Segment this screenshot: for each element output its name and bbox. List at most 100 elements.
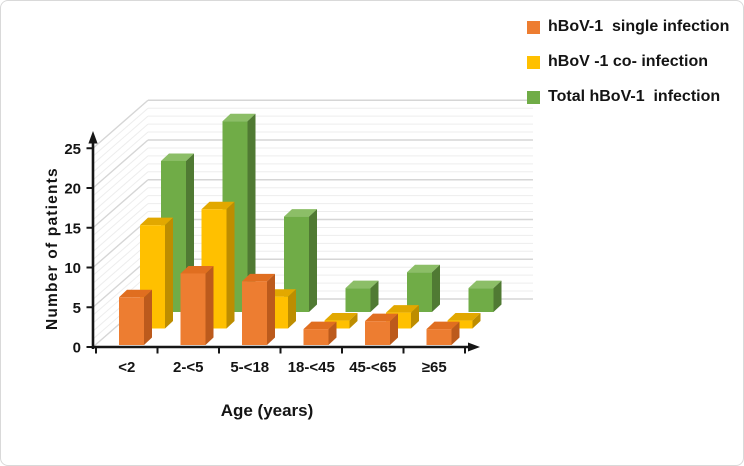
y-axis-title: Number of patients <box>44 167 61 331</box>
bar-hBoV-1-single-infection-45-<65 <box>365 313 398 345</box>
bar-face <box>324 320 350 329</box>
bar-face <box>247 113 256 312</box>
bar-face <box>426 321 460 330</box>
x-tick-label: 2-<5 <box>173 359 203 376</box>
legend-item-3: Total hBoV-1 infection <box>527 87 729 107</box>
bar-hBoV-1-single-infection-<2 <box>119 289 152 345</box>
legend-label: Total hBoV-1 infection <box>548 88 721 105</box>
legend-label: hBoV -1 co- infection <box>548 53 708 70</box>
legend-label: hBoV-1 single infection <box>548 18 730 35</box>
bar-face <box>365 313 398 322</box>
sidewall-gridline <box>92 227 149 276</box>
sidewall-gridline <box>92 139 149 189</box>
sidewall-gridline <box>92 187 149 237</box>
y-axis-arrow <box>88 131 98 144</box>
bar-face <box>242 281 267 345</box>
sidewall-gridline <box>92 266 149 316</box>
bar-face <box>267 273 275 345</box>
bar-hBoV--1-co--infection-18-<45 <box>324 313 358 329</box>
bar-face <box>180 265 214 274</box>
sidewall-gridline <box>92 171 149 221</box>
bar-face <box>426 329 452 345</box>
y-tick-label: 15 <box>64 220 81 237</box>
bar-hBoV-1-single-infection-5-<18 <box>242 273 275 345</box>
legend-swatch <box>527 55 540 69</box>
bar-face <box>472 313 481 329</box>
sidewall-gridline <box>92 123 149 173</box>
bar-face <box>468 280 502 289</box>
legend-item-2: hBoV -1 co- infection <box>527 52 729 72</box>
sidewall-gridline <box>92 179 149 229</box>
bar-Total-hBoV-1-infection-45-<65 <box>407 264 440 312</box>
sidewall-gridline <box>92 235 149 284</box>
bar-face <box>390 313 398 345</box>
x-axis-arrow <box>468 342 480 352</box>
bar-face <box>165 217 173 329</box>
bar-hBoV--1-co--infection-≥65 <box>447 313 481 329</box>
bar-face <box>451 321 460 345</box>
sidewall-gridline <box>92 163 149 213</box>
x-tick-label: 18-<45 <box>288 359 335 376</box>
x-tick-label: <2 <box>118 359 135 376</box>
x-tick-label: 45-<65 <box>349 359 396 376</box>
sidewall-gridline <box>92 155 149 205</box>
sidewall-gridline <box>92 147 149 197</box>
bar-face <box>432 264 440 312</box>
bar-face <box>288 289 296 329</box>
legend-item-1: hBoV-1 single infection <box>527 17 729 37</box>
bar-face <box>468 288 494 312</box>
sidewall-gridline <box>92 115 149 165</box>
x-tick-label: 5-<18 <box>230 359 269 376</box>
bar-face <box>324 313 358 321</box>
bar-face <box>370 280 379 312</box>
y-tick-label: 5 <box>73 300 81 317</box>
bar-hBoV--1-co--infection-<2 <box>140 217 173 329</box>
bar-face <box>447 320 473 329</box>
bar-face <box>345 288 371 312</box>
bar-face <box>447 313 481 321</box>
legend-swatch <box>527 20 540 34</box>
bar-hBoV-1-single-infection-2-<5 <box>180 265 214 345</box>
bar-face <box>349 313 358 329</box>
y-tick-label: 10 <box>64 260 81 277</box>
bar-face <box>309 209 317 312</box>
bar-face <box>407 264 440 273</box>
bar-face <box>328 321 337 345</box>
bar-face <box>222 113 256 122</box>
bar-face <box>493 280 502 312</box>
bar-face <box>205 265 214 345</box>
sidewall-gridline <box>92 203 149 252</box>
y-tick-label: 25 <box>64 141 81 158</box>
bar-face <box>284 209 317 217</box>
x-axis-title: Age (years) <box>220 401 314 420</box>
bar-face <box>226 201 235 329</box>
bar-hBoV-1-single-infection-≥65 <box>426 321 460 345</box>
bar-face <box>180 273 206 345</box>
bar-face <box>303 321 337 330</box>
sidewall-gridline <box>92 258 149 308</box>
bar-face <box>161 153 194 161</box>
bar-face <box>365 321 390 345</box>
y-tick-label: 0 <box>73 340 81 357</box>
bar-face <box>345 280 379 289</box>
bar-face <box>201 201 235 210</box>
bar-hBoV-1-single-infection-18-<45 <box>303 321 337 345</box>
legend-swatch <box>527 90 540 104</box>
sidewall-gridline <box>92 211 149 260</box>
sidewall-gridline <box>92 242 149 292</box>
bar-face <box>242 273 275 282</box>
y-tick-label: 20 <box>64 181 81 198</box>
bar-face <box>140 217 173 226</box>
x-tick-label: ≥65 <box>422 359 447 376</box>
bar-Total-hBoV-1-infection-≥65 <box>468 280 502 312</box>
sidewall-gridline <box>92 107 149 157</box>
sidewall-gridline <box>92 218 149 269</box>
bar-face <box>119 289 152 298</box>
bar-face <box>144 289 152 345</box>
bar-Total-hBoV-1-infection-18-<45 <box>345 280 379 312</box>
sidewall-gridline <box>92 131 149 181</box>
legend: hBoV-1 single infection hBoV -1 co- infec… <box>527 17 729 122</box>
bar-face <box>411 305 419 329</box>
